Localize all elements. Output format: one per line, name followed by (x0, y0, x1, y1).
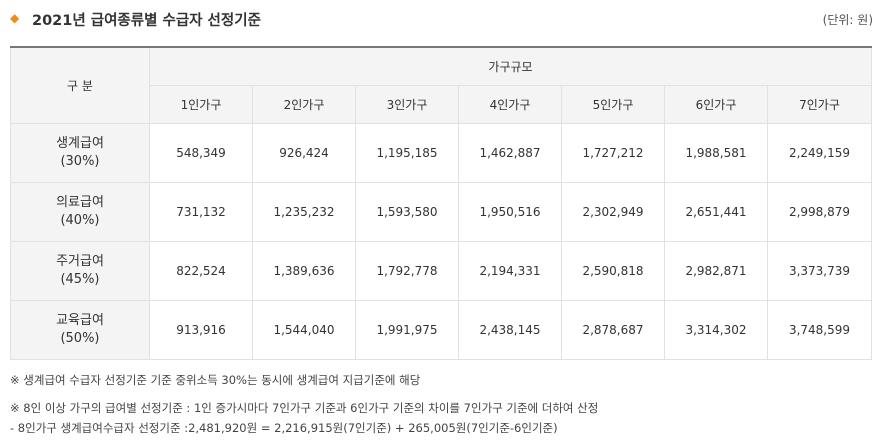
footnote-detail: - 8인가구 생계급여수급자 선정기준 :2,481,920원 = 2,216,… (10, 421, 558, 435)
corner-header: 구 분 (10, 46, 150, 124)
table-cell: 926,424 (252, 122, 356, 183)
section-header: ◆ 2021년 급여종류별 수급자 선정기준 (단위: 원) (10, 8, 873, 32)
row-label: 교육급여 (56, 312, 104, 328)
row-label: 의료급여 (56, 194, 104, 210)
table-cell: 548,349 (149, 122, 253, 183)
table-row: 생계급여 (30%) 548,349 926,424 1,195,185 1,4… (10, 122, 872, 183)
table-cell: 1,235,232 (252, 181, 356, 242)
table-cell: 1,544,040 (252, 299, 356, 360)
table-cell: 1,593,580 (355, 181, 459, 242)
table-cell: 1,462,887 (458, 122, 562, 183)
row-percent: (45%) (60, 271, 100, 287)
table-cell: 1,389,636 (252, 240, 356, 301)
table-row: 의료급여 (40%) 731,132 1,235,232 1,593,580 1… (10, 181, 872, 242)
table-cell: 1,991,975 (355, 299, 459, 360)
table-cell: 2,194,331 (458, 240, 562, 301)
column-header-2: 2인가구 (252, 84, 356, 124)
table-cell: 2,982,871 (664, 240, 768, 301)
criteria-table: 구 분 가구규모 1인가구 2인가구 3인가구 4인가구 5인가구 6인가구 7… (10, 46, 872, 360)
footnote: ※ 생계급여 수급자 선정기준 기준 중위소득 30%는 동시에 생계급여 지급… (10, 373, 421, 387)
table-row: 주거급여 (45%) 822,524 1,389,636 1,792,778 2… (10, 240, 872, 301)
table-cell: 2,249,159 (767, 122, 872, 183)
table-cell: 3,373,739 (767, 240, 872, 301)
unit-label: (단위: 원) (822, 13, 873, 27)
table-cell: 731,132 (149, 181, 253, 242)
table-cell: 1,195,185 (355, 122, 459, 183)
column-header-3: 3인가구 (355, 84, 459, 124)
group-header: 가구규모 (149, 46, 872, 86)
table-cell: 822,524 (149, 240, 253, 301)
row-percent: (50%) (60, 330, 100, 346)
footnote: ※ 8인 이상 가구의 급여별 선정기준 : 1인 증가시마다 7인가구 기준과… (10, 401, 599, 415)
column-header-5: 5인가구 (561, 84, 665, 124)
column-header-1: 1인가구 (149, 84, 253, 124)
table-cell: 2,878,687 (561, 299, 665, 360)
table-row: 교육급여 (50%) 913,916 1,544,040 1,991,975 2… (10, 299, 872, 360)
table-cell: 1,988,581 (664, 122, 768, 183)
row-label: 주거급여 (56, 253, 104, 269)
table-cell: 913,916 (149, 299, 253, 360)
row-percent: (30%) (60, 153, 100, 169)
table-cell: 2,998,879 (767, 181, 872, 242)
page-title: 2021년 급여종류별 수급자 선정기준 (32, 13, 261, 29)
table-cell: 1,792,778 (355, 240, 459, 301)
column-header-4: 4인가구 (458, 84, 562, 124)
table-cell: 1,950,516 (458, 181, 562, 242)
table-cell: 2,438,145 (458, 299, 562, 360)
row-header: 교육급여 (50%) (10, 299, 150, 360)
table-cell: 2,302,949 (561, 181, 665, 242)
table-cell: 2,651,441 (664, 181, 768, 242)
table-cell: 3,748,599 (767, 299, 872, 360)
row-header: 주거급여 (45%) (10, 240, 150, 301)
column-header-6: 6인가구 (664, 84, 768, 124)
table-cell: 1,727,212 (561, 122, 665, 183)
diamond-icon: ◆ (10, 11, 20, 25)
table-cell: 2,590,818 (561, 240, 665, 301)
row-header: 의료급여 (40%) (10, 181, 150, 242)
row-header: 생계급여 (30%) (10, 122, 150, 183)
row-percent: (40%) (60, 212, 100, 228)
column-header-7: 7인가구 (767, 84, 872, 124)
row-label: 생계급여 (56, 135, 104, 151)
table-cell: 3,314,302 (664, 299, 768, 360)
